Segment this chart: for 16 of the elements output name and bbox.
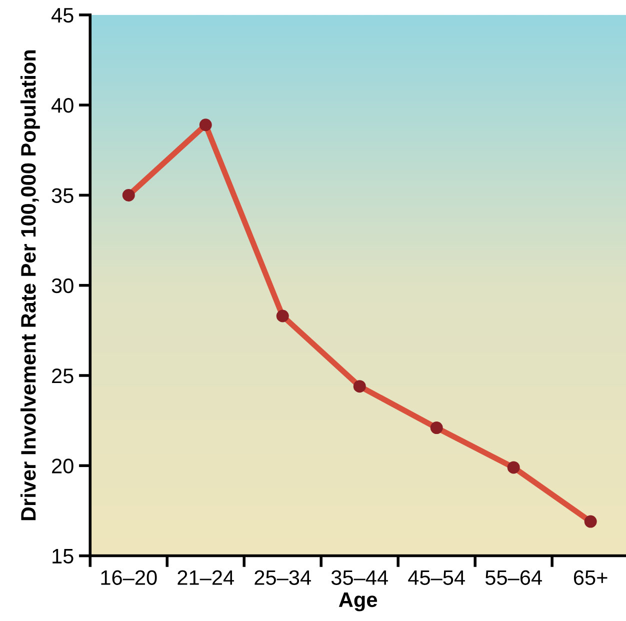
y-tick-label: 45 bbox=[51, 8, 74, 23]
x-tick-label: 21–24 bbox=[178, 570, 234, 585]
x-tick-label: 25–34 bbox=[254, 570, 311, 585]
x-tick-label: 45–54 bbox=[408, 570, 465, 585]
x-tick-label: 16–20 bbox=[101, 570, 157, 585]
y-tick-label: 40 bbox=[51, 98, 74, 113]
y-tick-label: 35 bbox=[52, 188, 74, 203]
x-axis-title: Age bbox=[338, 592, 378, 612]
y-axis-title: Driver Involvement Rate Per 100,000 Population bbox=[20, 50, 40, 520]
y-tick-label: 25 bbox=[52, 368, 74, 384]
y-tick-label: 30 bbox=[52, 278, 74, 294]
y-tick-label: 15 bbox=[52, 549, 74, 564]
x-tick-label: 55–64 bbox=[485, 570, 542, 585]
y-tick-label: 20 bbox=[52, 458, 74, 474]
x-tick-label: 65+ bbox=[574, 570, 608, 585]
x-tick-label: 35–44 bbox=[331, 570, 388, 585]
